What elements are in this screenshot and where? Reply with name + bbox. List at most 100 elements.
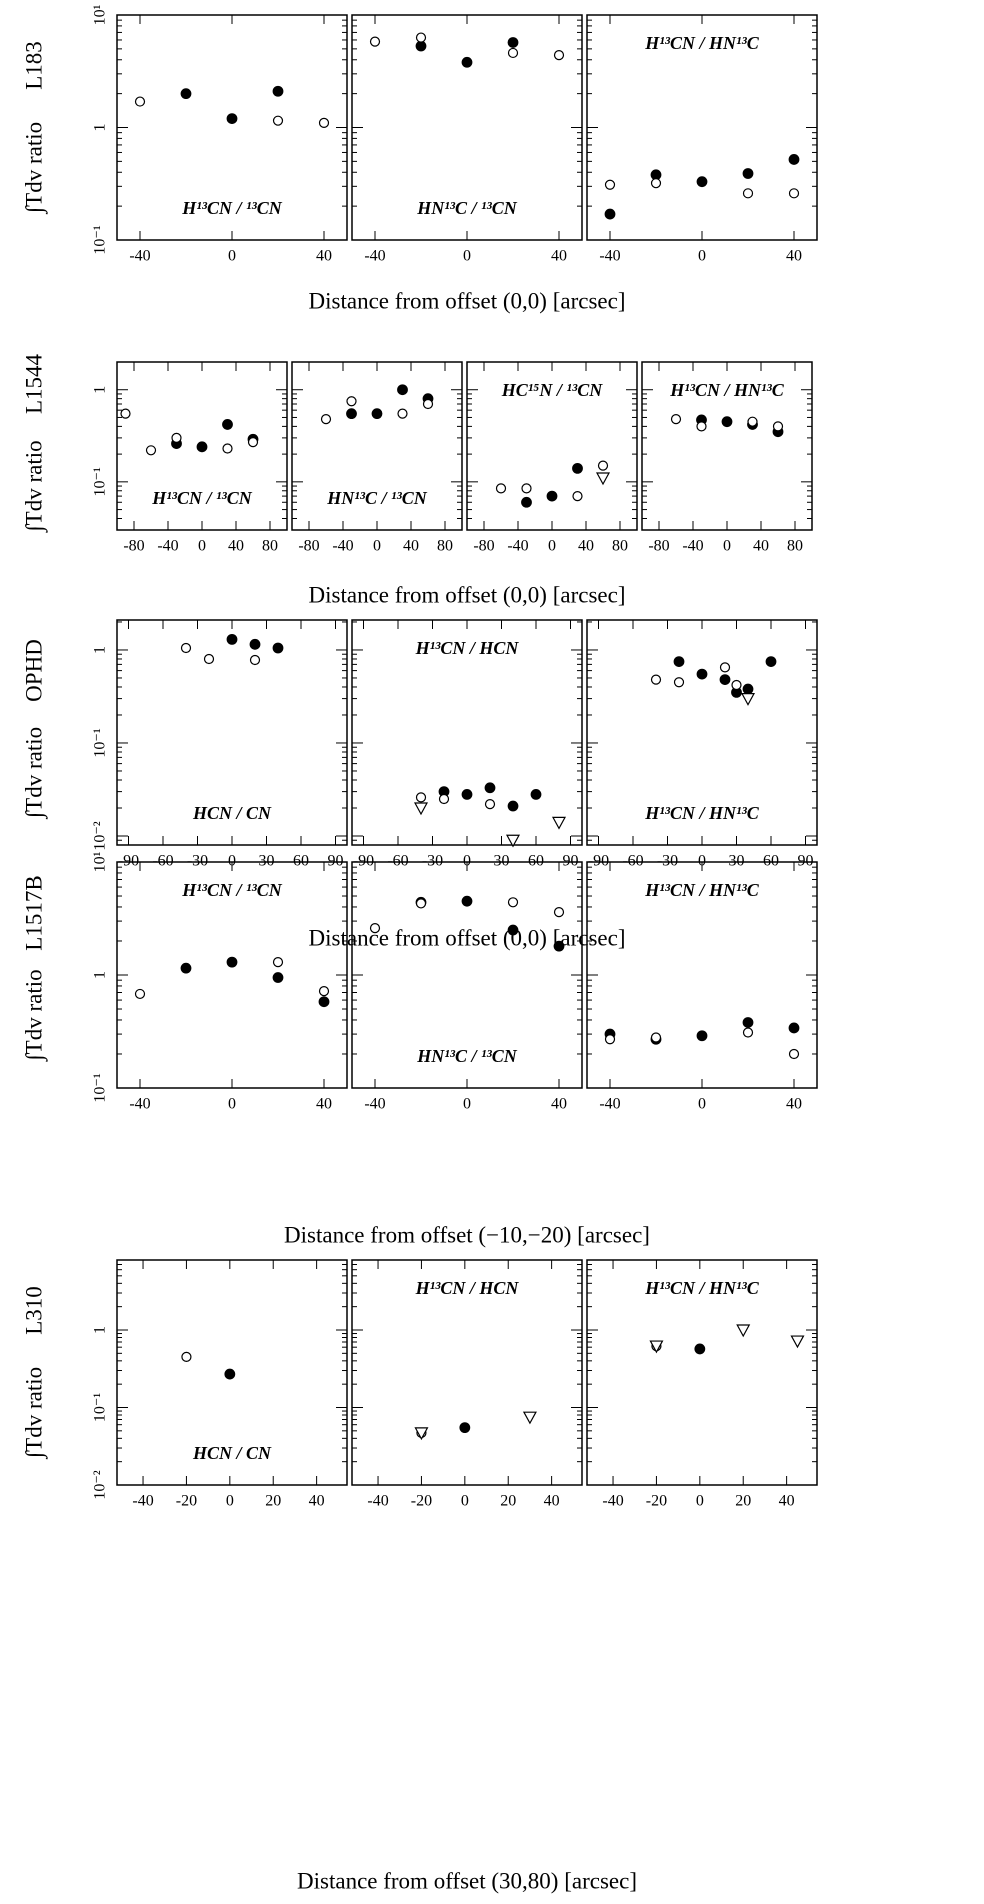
open-point	[731, 679, 742, 691]
open-point	[788, 188, 800, 199]
y-axis-label: ∫Tdv ratio	[21, 440, 48, 533]
open-point	[415, 898, 427, 909]
upper-limit	[414, 1427, 429, 1441]
ratio-label: H¹³CN / HN¹³C	[669, 380, 785, 400]
x-tick-label: 60	[763, 853, 779, 870]
ratio-label: H¹³CN / HN¹³C	[644, 1278, 760, 1298]
ratio-label: H¹³CN / HN¹³C	[644, 803, 760, 823]
open-point	[507, 47, 519, 59]
x-tick-label: -80	[648, 538, 669, 555]
x-tick-label: -40	[364, 248, 385, 265]
y-tick-label: 10¹	[92, 4, 109, 25]
x-tick-label: -60	[387, 853, 408, 870]
open-point	[438, 793, 450, 805]
filled-point	[272, 642, 284, 654]
open-point	[249, 654, 261, 666]
x-tick-label: -40	[507, 538, 528, 555]
open-point	[673, 677, 685, 688]
open-point	[181, 1351, 192, 1362]
x-tick-label: 30	[494, 853, 510, 870]
source-name: L310	[21, 1286, 46, 1335]
x-axis-label: Distance from offset (−10,−20) [arcsec]	[284, 1222, 650, 1247]
filled-point	[604, 208, 616, 220]
filled-point	[226, 956, 238, 968]
open-point	[134, 988, 146, 1000]
x-tick-label: 40	[316, 248, 332, 265]
open-point	[346, 396, 357, 407]
filled-point	[719, 674, 731, 686]
filled-point	[461, 56, 473, 68]
y-tick-label: 10¹	[92, 851, 109, 872]
y-tick-label: 10⁻¹	[92, 467, 109, 496]
x-tick-label: 80	[437, 538, 453, 555]
x-tick-label: 80	[612, 538, 628, 555]
source-name: L1544	[21, 353, 46, 414]
x-tick-label: 90	[563, 853, 579, 870]
x-tick-label: -40	[157, 538, 178, 555]
x-tick-label: 0	[228, 853, 236, 870]
x-tick-label: 0	[698, 853, 706, 870]
panel-frame	[351, 1259, 583, 1486]
x-tick-label: 0	[548, 538, 556, 555]
open-point	[788, 1048, 800, 1060]
filled-point	[180, 962, 192, 974]
x-axis-label: Distance from offset (0,0) [arcsec]	[309, 582, 626, 607]
x-tick-label: 40	[779, 1493, 795, 1510]
y-tick-label: 10⁻¹	[92, 728, 109, 757]
open-point	[553, 907, 565, 918]
x-tick-label: 40	[544, 1493, 560, 1510]
x-tick-label: -30	[422, 853, 443, 870]
x-tick-label: 30	[259, 853, 275, 870]
open-point	[272, 115, 284, 126]
panel-frame	[586, 1259, 818, 1486]
y-tick-label: 1	[92, 971, 109, 979]
open-point	[597, 460, 609, 471]
x-tick-label: 0	[226, 1493, 234, 1510]
x-tick-label: 40	[786, 248, 802, 265]
open-point	[180, 642, 192, 654]
open-point	[171, 432, 182, 443]
ratio-label: H¹³CN / ¹³CN	[181, 198, 283, 218]
open-point	[415, 792, 427, 803]
filled-point	[226, 113, 238, 124]
filled-point	[521, 496, 532, 508]
x-tick-label: -20	[646, 1493, 667, 1510]
x-tick-label: 90	[798, 853, 814, 870]
x-tick-label: 0	[461, 1493, 469, 1510]
upper-limit	[740, 693, 756, 706]
open-point	[719, 662, 731, 673]
x-tick-label: 0	[373, 538, 381, 555]
open-point	[572, 491, 583, 502]
open-point	[670, 413, 682, 425]
x-tick-label: -60	[622, 853, 643, 870]
x-tick-label: 40	[753, 538, 769, 555]
upper-limit	[790, 1335, 805, 1349]
open-point	[134, 96, 146, 107]
x-tick-label: -40	[332, 538, 353, 555]
x-tick-label: 0	[463, 1096, 471, 1113]
ratio-label: HN¹³C / ¹³CN	[326, 488, 428, 508]
x-tick-label: -40	[682, 538, 703, 555]
filled-point	[272, 85, 284, 97]
filled-point	[461, 895, 473, 907]
x-tick-label: -30	[187, 853, 208, 870]
open-point	[484, 799, 496, 810]
filled-point	[346, 408, 357, 420]
open-point	[145, 445, 157, 456]
upper-limit	[595, 472, 611, 486]
open-point	[495, 483, 507, 494]
x-tick-label: 40	[228, 538, 244, 555]
open-point	[422, 398, 434, 410]
filled-point	[721, 416, 733, 428]
ratio-label: H¹³CN / HCN	[415, 1278, 520, 1298]
source-name: L183	[21, 41, 46, 90]
ratio-label: H¹³CN / HN¹³C	[644, 33, 760, 53]
x-tick-label: 0	[463, 248, 471, 265]
x-tick-label: -60	[152, 853, 173, 870]
filled-point	[673, 656, 685, 667]
filled-point	[696, 668, 708, 680]
x-tick-label: -40	[599, 248, 620, 265]
open-point	[247, 437, 259, 448]
filled-point	[788, 1022, 800, 1034]
